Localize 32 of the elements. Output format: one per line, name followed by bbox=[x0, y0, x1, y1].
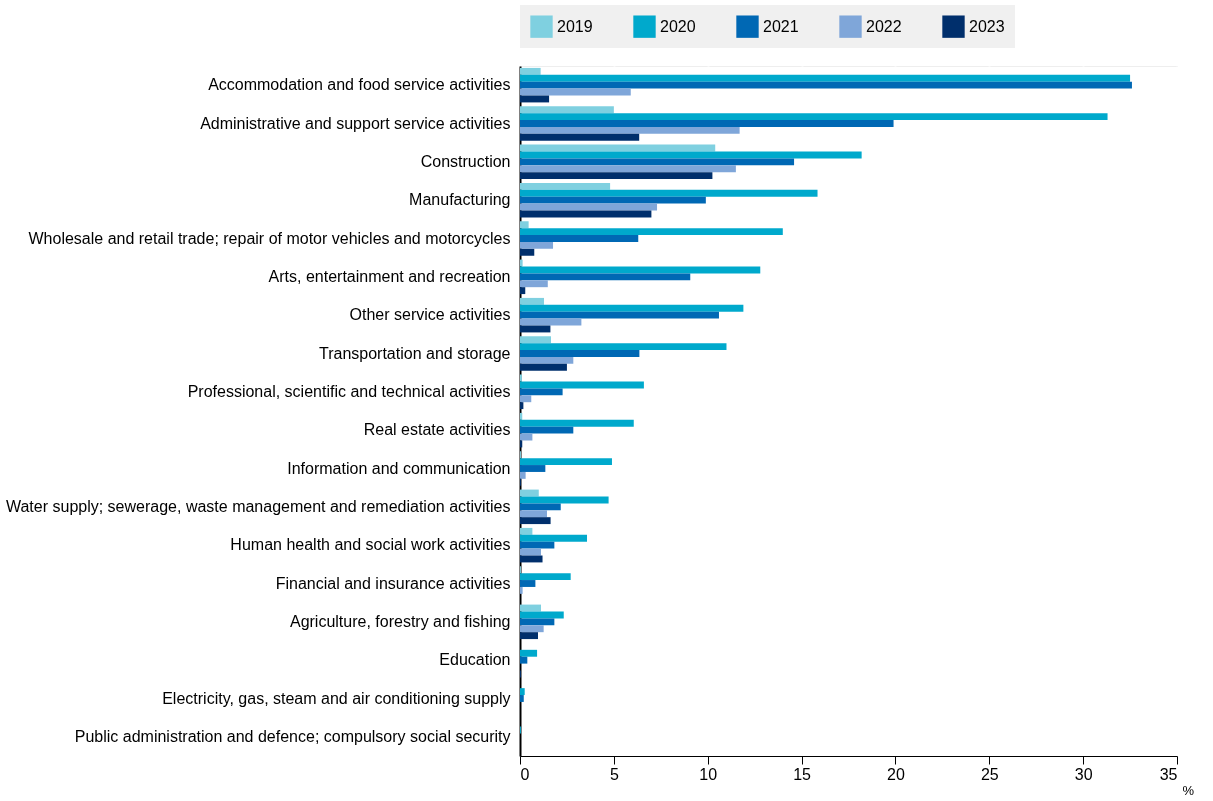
y-tick-label: Transportation and storage bbox=[318, 344, 511, 362]
x-tick-label: 15 bbox=[793, 765, 812, 783]
y-tick-label: Administrative and support service activities bbox=[200, 114, 511, 132]
legend-label: 2019 bbox=[557, 17, 593, 35]
y-tick-label: Other service activities bbox=[349, 306, 511, 324]
x-tick-label: 25 bbox=[980, 765, 999, 783]
x-tick-label: 35 bbox=[1159, 765, 1178, 783]
y-tick-label: Agriculture, forestry and fishing bbox=[289, 612, 511, 630]
y-tick-label: Professional, scientific and technical activities bbox=[187, 382, 511, 400]
y-tick-label: Accommodation and food service activities bbox=[208, 76, 511, 94]
x-tick-label: 10 bbox=[699, 765, 718, 783]
y-tick-label: Real estate activities bbox=[363, 421, 511, 439]
legend-label: 2023 bbox=[969, 17, 1005, 35]
x-axis-title: % bbox=[1182, 782, 1195, 798]
y-tick-label: Human health and social work activities bbox=[230, 536, 511, 554]
y-tick-label: Construction bbox=[420, 152, 511, 170]
legend-label: 2021 bbox=[763, 17, 799, 35]
y-tick-label: Information and communication bbox=[287, 459, 511, 477]
y-tick-label: Water supply; sewerage, waste management and remediation activities bbox=[5, 497, 511, 515]
y-tick-label: Public administration and defence; compulsory social security bbox=[74, 727, 511, 745]
x-tick-label: 20 bbox=[887, 765, 905, 783]
y-tick-label: Education bbox=[439, 651, 511, 669]
x-tick-label: 0 bbox=[520, 765, 530, 783]
x-tick-label: 5 bbox=[609, 765, 619, 783]
y-tick-label: Manufacturing bbox=[409, 191, 511, 209]
y-tick-label: Electricity, gas, steam and air conditioning supply bbox=[162, 689, 511, 707]
legend-label: 2022 bbox=[866, 17, 902, 35]
legend-label: 2020 bbox=[660, 17, 696, 35]
y-tick-label: Financial and insurance activities bbox=[275, 574, 511, 592]
y-tick-label: Arts, entertainment and recreation bbox=[268, 267, 511, 285]
x-tick-label: 30 bbox=[1074, 765, 1093, 783]
y-tick-label: Wholesale and retail trade; repair of motor vehicles and motorcycles bbox=[28, 229, 511, 247]
